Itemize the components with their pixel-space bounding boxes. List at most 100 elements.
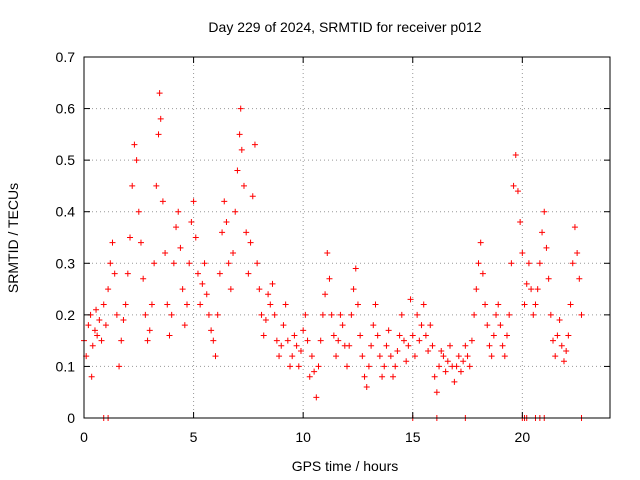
data-point [295, 363, 302, 370]
data-point [186, 260, 193, 267]
y-tick-label: 0.2 [56, 307, 76, 323]
data-point [563, 347, 570, 354]
y-tick-label: 0.3 [56, 255, 76, 271]
data-point [438, 347, 445, 354]
data-point [350, 286, 357, 293]
data-point [442, 368, 449, 375]
data-point [146, 327, 153, 334]
data-point [519, 249, 526, 256]
data-point [536, 260, 543, 267]
data-point [170, 260, 177, 267]
data-point [392, 363, 399, 370]
data-point [376, 353, 383, 360]
x-tick-label: 20 [515, 429, 531, 445]
data-point [135, 208, 142, 215]
data-point [352, 265, 359, 272]
data-point [236, 131, 243, 138]
data-point [319, 311, 326, 318]
data-point [144, 337, 151, 344]
data-point [558, 342, 565, 349]
data-point [317, 337, 324, 344]
data-point [175, 208, 182, 215]
data-point [503, 332, 510, 339]
data-point [91, 327, 98, 334]
data-point [477, 239, 484, 246]
data-point [267, 301, 274, 308]
data-point [532, 301, 539, 308]
data-point [192, 234, 199, 241]
data-point [339, 322, 346, 329]
data-point [512, 151, 519, 158]
data-point [560, 358, 567, 365]
data-point [284, 337, 291, 344]
data-point [337, 311, 344, 318]
data-point [260, 332, 267, 339]
data-point [545, 275, 552, 282]
data-point [188, 219, 195, 226]
data-point [118, 337, 125, 344]
data-point [495, 301, 502, 308]
data-point [488, 353, 495, 360]
x-tick-label: 0 [80, 429, 88, 445]
data-point [466, 363, 473, 370]
data-point [493, 311, 500, 318]
data-point [254, 260, 261, 267]
data-point [214, 311, 221, 318]
chart-title: Day 229 of 2024, SRMTID for receiver p01… [208, 19, 481, 35]
data-point [403, 358, 410, 365]
data-point [508, 260, 515, 267]
data-point [416, 337, 423, 344]
data-point [335, 337, 342, 344]
data-point [306, 373, 313, 380]
data-point [120, 317, 127, 324]
data-point [554, 332, 561, 339]
y-tick-label: 0.6 [56, 101, 76, 117]
data-point [113, 311, 120, 318]
data-point [190, 198, 197, 205]
data-point [302, 311, 309, 318]
data-point [212, 353, 219, 360]
data-point [328, 311, 335, 318]
data-point [153, 182, 160, 189]
data-point [471, 311, 478, 318]
data-point [484, 322, 491, 329]
data-point [96, 317, 103, 324]
x-tick-label: 10 [295, 429, 311, 445]
data-point [330, 332, 337, 339]
data-point [93, 306, 100, 313]
data-point [379, 373, 386, 380]
data-point [422, 332, 429, 339]
data-point [271, 311, 278, 318]
data-point [287, 363, 294, 370]
data-point [304, 337, 311, 344]
data-point [473, 286, 480, 293]
data-point [265, 291, 272, 298]
data-point [525, 260, 532, 267]
x-tick-label: 15 [405, 429, 421, 445]
data-point [173, 224, 180, 231]
data-point [140, 275, 147, 282]
data-point [574, 249, 581, 256]
data-point [199, 280, 206, 287]
data-point [517, 219, 524, 226]
data-point [534, 286, 541, 293]
data-point [131, 141, 138, 148]
y-axis-label: SRMTID / TECUs [5, 183, 21, 293]
data-point [433, 389, 440, 396]
data-point [440, 353, 447, 360]
data-point [543, 244, 550, 251]
data-point [361, 373, 368, 380]
data-point [407, 296, 414, 303]
data-point [238, 146, 245, 153]
data-point [418, 322, 425, 329]
data-point [237, 105, 244, 112]
data-point [278, 342, 285, 349]
data-point [385, 327, 392, 334]
data-point [234, 167, 241, 174]
data-point [308, 353, 315, 360]
data-point [405, 342, 412, 349]
data-point [510, 182, 517, 189]
data-point [282, 301, 289, 308]
data-point [411, 353, 418, 360]
